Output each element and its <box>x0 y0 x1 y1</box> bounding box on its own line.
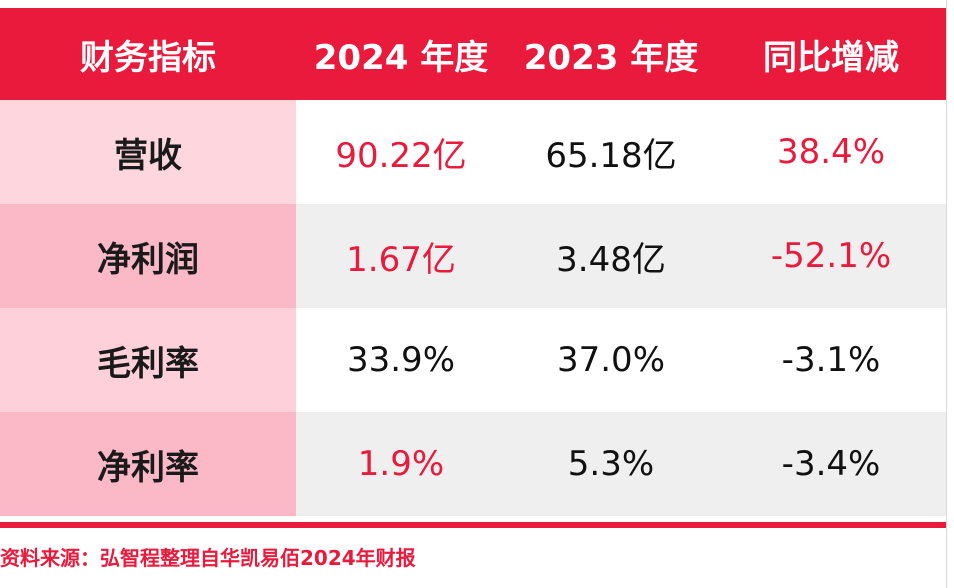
value-2023: 5.3% <box>506 412 716 516</box>
row-label: 毛利率 <box>0 308 296 412</box>
table-row-gross-margin: 毛利率 33.9% 37.0% -3.1% <box>0 308 946 412</box>
value-2024: 1.9% <box>296 412 506 516</box>
financial-metrics-table: 财务指标 2024 年度 2023 年度 同比增减 营收 90.22亿 65.1… <box>0 8 946 516</box>
header-2024: 2024 年度 <box>313 37 489 78</box>
bottom-red-rule <box>0 522 946 528</box>
page-edge-divider <box>946 0 947 588</box>
header-2023: 2023 年度 <box>523 37 699 78</box>
header-yoy: 同比增减 <box>763 37 899 78</box>
value-2024: 90.22亿 <box>296 100 506 204</box>
row-label: 净利率 <box>0 412 296 516</box>
financial-table-container: 财务指标 2024 年度 2023 年度 同比增减 营收 90.22亿 65.1… <box>0 8 946 528</box>
value-yoy: -3.4% <box>716 412 946 516</box>
value-yoy: -52.1% <box>716 204 946 308</box>
table-row-revenue: 营收 90.22亿 65.18亿 38.4% <box>0 100 946 204</box>
table-row-net-margin: 净利率 1.9% 5.3% -3.4% <box>0 412 946 516</box>
row-label: 净利润 <box>0 204 296 308</box>
value-2024: 1.67亿 <box>296 204 506 308</box>
value-yoy: 38.4% <box>716 100 946 204</box>
value-2023: 37.0% <box>506 308 716 412</box>
table-row-net-profit: 净利润 1.67亿 3.48亿 -52.1% <box>0 204 946 308</box>
value-2023: 65.18亿 <box>506 100 716 204</box>
source-note: 资料来源：弘智程整理自华凯易佰2024年财报 <box>0 546 416 570</box>
value-yoy: -3.1% <box>716 308 946 412</box>
table-header-row: 财务指标 2024 年度 2023 年度 同比增减 <box>0 8 946 100</box>
value-2023: 3.48亿 <box>506 204 716 308</box>
row-label: 营收 <box>0 100 296 204</box>
value-2024: 33.9% <box>296 308 506 412</box>
header-metric: 财务指标 <box>80 37 216 78</box>
